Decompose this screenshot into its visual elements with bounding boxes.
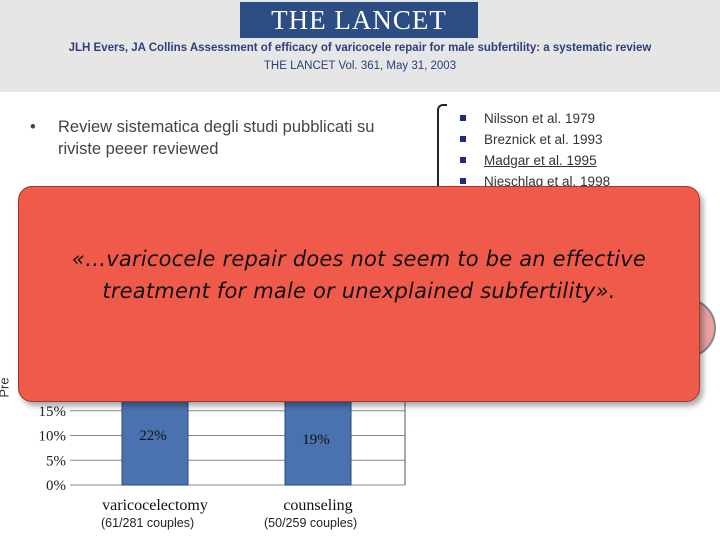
x-category-label: varicocelectomy (102, 497, 208, 514)
bullet-text: Review sistematica degli studi pubblicat… (58, 118, 375, 158)
y-tick-label: 15% (39, 404, 67, 420)
citation-title: JLH Evers, JA Collins Assessment of effi… (68, 42, 652, 54)
study-item: Madgar et al. 1995 (460, 150, 660, 171)
x-category-count: (50/259 couples) (264, 516, 358, 530)
study-label: Nieschlag et al. 1998 (484, 174, 611, 189)
study-item: Nieschlag et al. 1998 (460, 171, 660, 192)
bullet-icon: • (30, 118, 36, 136)
quote-line-2: treatment for male or unexplained subfer… (102, 279, 616, 303)
quote-callout: «…varicocele repair does not seem to be … (18, 186, 700, 402)
square-bullet-icon (460, 178, 466, 184)
bar-value-label: 19% (302, 432, 330, 448)
citation-source: THE LANCET Vol. 361, May 31, 2003 (263, 60, 457, 72)
study-item: Nilsson et al. 1979 (460, 108, 660, 129)
bar-value-label: 22% (139, 428, 167, 444)
bracket-decoration (437, 104, 447, 256)
header: THE LANCET JLH Evers, JA Collins Assessm… (0, 0, 720, 92)
studies-list: Nilsson et al. 1979 Breznick et al. 1993… (460, 108, 660, 192)
y-tick-label: 5% (46, 453, 66, 469)
square-bullet-icon (460, 136, 466, 142)
x-category-count: (61/281 couples) (101, 516, 195, 530)
study-label: Madgar et al. 1995 (484, 153, 597, 168)
quote-line-1: «…varicocele repair does not seem to be … (71, 247, 647, 271)
x-category-label: counseling (283, 497, 352, 514)
lancet-logo: THE LANCET (240, 2, 478, 38)
study-label: Nilsson et al. 1979 (484, 111, 596, 126)
y-tick-label: 0% (46, 478, 66, 494)
bar-counseling (284, 390, 352, 486)
study-label: Breznick et al. 1993 (484, 132, 603, 147)
square-bullet-icon (460, 115, 466, 121)
study-item: Breznick et al. 1993 (460, 129, 660, 150)
square-bullet-icon (460, 157, 466, 163)
y-tick-label: 10% (39, 429, 67, 445)
